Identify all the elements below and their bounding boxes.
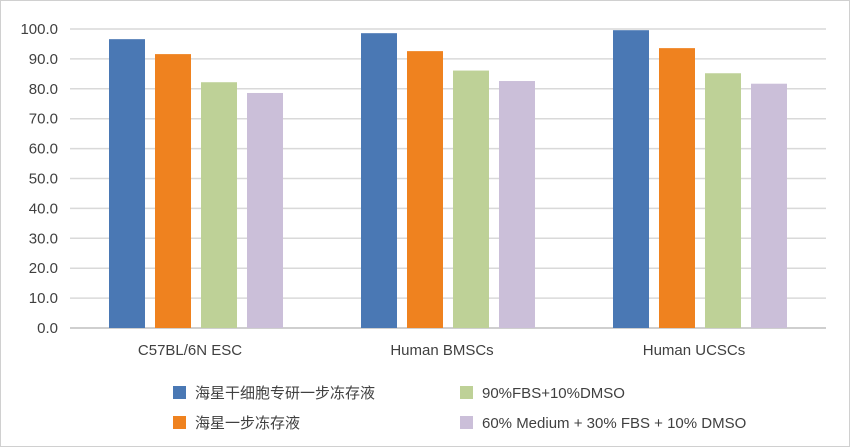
legend-label: 90%FBS+10%DMSO [482, 385, 625, 402]
bar-2-1 [155, 54, 191, 329]
bar-2-2 [407, 51, 443, 328]
y-tick-label: 50.0 [29, 171, 58, 188]
bar-4-1 [247, 92, 283, 329]
y-tick-label: 70.0 [29, 111, 58, 128]
bar-1-1 [109, 39, 145, 328]
bar-2-3 [659, 48, 695, 329]
y-tick-label: 90.0 [29, 51, 58, 68]
legend-label: 60% Medium + 30% FBS + 10% DMSO [482, 415, 746, 432]
x-tick-label: Human BMSCs [390, 342, 493, 359]
bar-4-3 [751, 83, 787, 328]
y-tick-label: 20.0 [29, 260, 58, 277]
y-tick-label: 30.0 [29, 230, 58, 247]
y-tick-label: 10.0 [29, 290, 58, 307]
legend-swatch [173, 416, 186, 429]
bar-1-3 [613, 30, 649, 329]
legend-swatch [460, 386, 473, 399]
bar-3-2 [453, 70, 489, 328]
legend-swatch [173, 386, 186, 399]
bar-3-1 [201, 82, 237, 328]
y-tick-label: 40.0 [29, 200, 58, 217]
bar-3-3 [705, 73, 741, 328]
x-tick-label: C57BL/6N ESC [138, 342, 242, 359]
x-tick-label: Human UCSCs [643, 342, 746, 359]
legend-label: 海星干细胞专研一步冻存液 [195, 384, 375, 402]
y-tick-label: 60.0 [29, 141, 58, 158]
y-tick-label: 100.0 [20, 21, 58, 38]
legend-swatch [460, 416, 473, 429]
y-tick-label: 0.0 [37, 320, 58, 337]
bar-1-2 [361, 33, 397, 328]
bar-4-2 [499, 81, 535, 328]
y-tick-label: 80.0 [29, 81, 58, 98]
legend-label: 海星一步冻存液 [195, 414, 300, 432]
